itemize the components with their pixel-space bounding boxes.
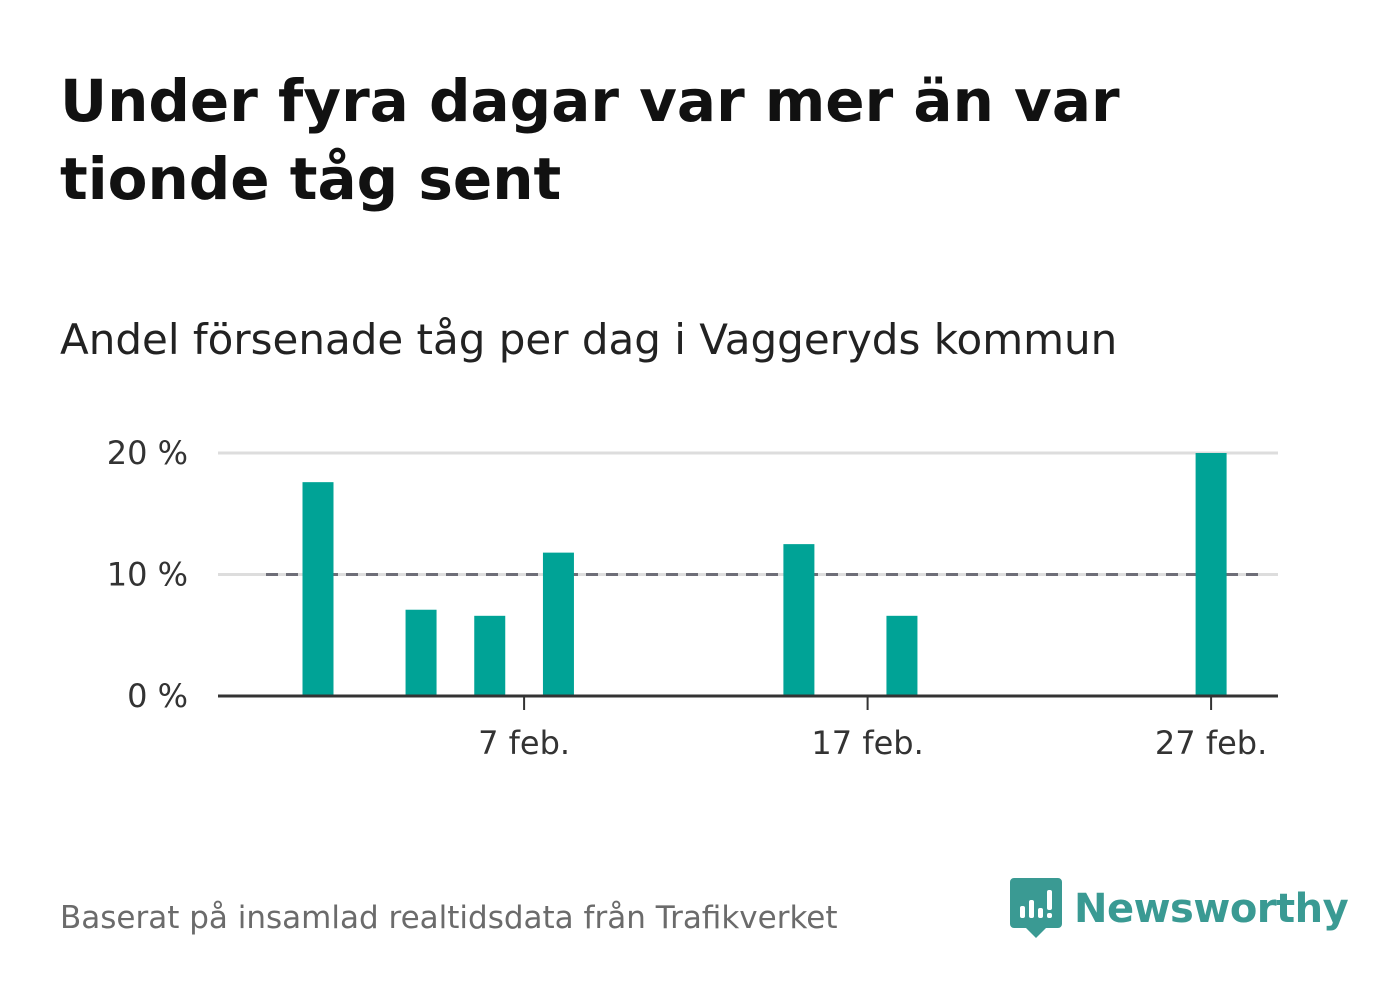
x-tick-label: 17 feb. bbox=[811, 724, 923, 762]
bar bbox=[783, 544, 815, 696]
bar bbox=[302, 482, 334, 696]
bar bbox=[886, 615, 918, 696]
x-axis-labels: 7 feb. 17 feb. 27 feb. bbox=[478, 724, 1267, 762]
grid-lines bbox=[218, 451, 1278, 576]
x-tick-label: 7 feb. bbox=[478, 724, 570, 762]
bar bbox=[474, 615, 506, 696]
y-tick-label: 10 % bbox=[107, 556, 188, 594]
source-note: Baserat på insamlad realtidsdata från Tr… bbox=[60, 900, 838, 936]
chart-subtitle: Andel försenade tåg per dag i Vaggeryds … bbox=[60, 315, 1118, 364]
brand-name: Newsworthy bbox=[1074, 886, 1349, 932]
bar bbox=[542, 552, 574, 696]
brand-logo: Newsworthy bbox=[1010, 876, 1349, 942]
y-tick-label: 20 % bbox=[107, 434, 188, 472]
y-axis-labels: 0 % 10 % 20 % bbox=[107, 434, 188, 715]
x-tick-label: 27 feb. bbox=[1155, 724, 1267, 762]
y-tick-label: 0 % bbox=[127, 677, 188, 715]
newsworthy-logo-icon bbox=[1010, 878, 1062, 938]
bars bbox=[302, 453, 1227, 696]
x-axis bbox=[218, 694, 1278, 710]
bar bbox=[1195, 453, 1227, 696]
chart-title: Under fyra dagar var mer än var tionde t… bbox=[60, 67, 1120, 213]
bar bbox=[405, 609, 437, 696]
